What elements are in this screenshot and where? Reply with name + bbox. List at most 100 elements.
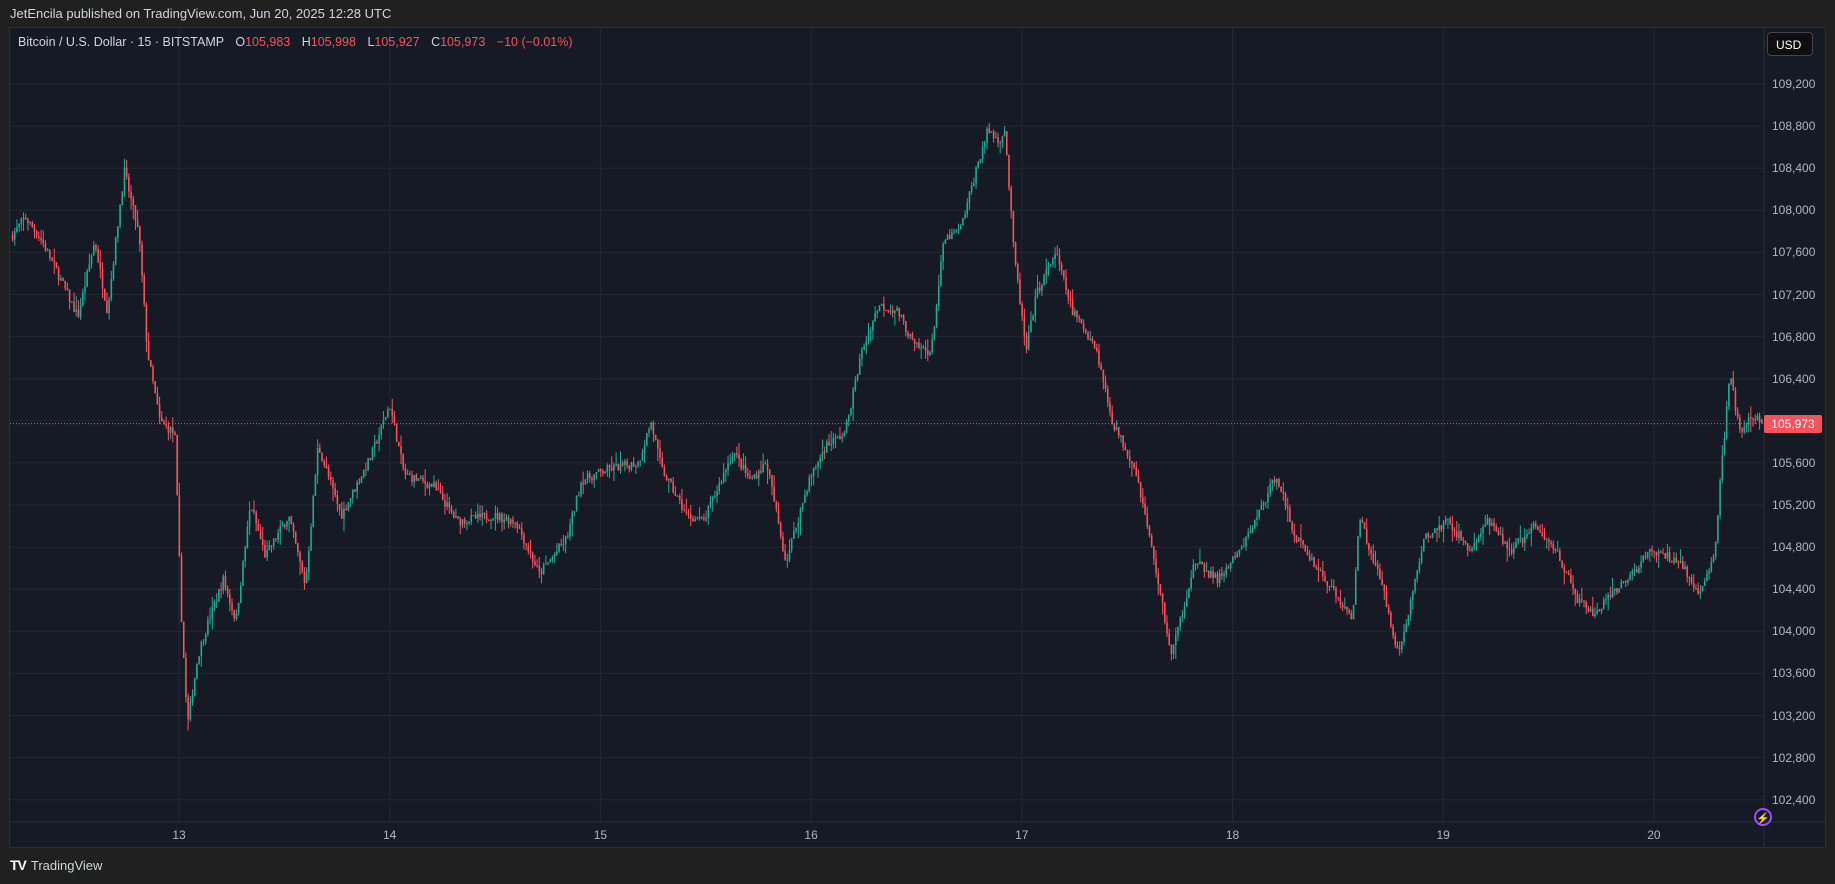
symbol-name[interactable]: Bitcoin / U.S. Dollar · 15 · BITSTAMP xyxy=(18,35,224,49)
candle xyxy=(1695,587,1697,589)
candle xyxy=(16,227,18,232)
candle xyxy=(1574,588,1577,595)
candle xyxy=(187,697,189,720)
candle xyxy=(654,434,657,441)
candle xyxy=(1218,573,1221,584)
time-tick-label: 16 xyxy=(804,828,818,842)
candle xyxy=(235,613,238,619)
candle xyxy=(1475,542,1478,544)
candle xyxy=(463,519,466,524)
candle xyxy=(1348,609,1350,614)
candle xyxy=(1712,556,1715,563)
candle xyxy=(1537,526,1539,531)
candle xyxy=(1172,645,1175,655)
candle xyxy=(1684,566,1686,570)
candle xyxy=(1526,534,1528,537)
candle xyxy=(907,332,909,337)
candle xyxy=(1181,615,1184,618)
candle xyxy=(753,474,756,479)
candle xyxy=(156,393,159,405)
candle xyxy=(720,482,723,484)
candle xyxy=(716,491,718,496)
candle xyxy=(1499,534,1502,536)
candle xyxy=(1095,347,1098,351)
candle xyxy=(1660,551,1662,553)
candle xyxy=(1306,551,1309,556)
candle xyxy=(810,475,813,478)
candle xyxy=(531,553,534,562)
candlestick-chart[interactable] xyxy=(10,28,1827,849)
lightning-icon[interactable]: ⚡ xyxy=(1754,808,1772,826)
candle xyxy=(1221,573,1223,576)
candle xyxy=(836,435,839,437)
candle xyxy=(174,432,176,436)
candle xyxy=(1642,556,1645,562)
candle xyxy=(1343,606,1346,608)
candle xyxy=(738,454,740,460)
candle xyxy=(1671,560,1673,563)
candle xyxy=(490,520,492,522)
candle xyxy=(1157,573,1160,585)
candle xyxy=(847,415,850,422)
candle xyxy=(1234,556,1236,558)
candle xyxy=(1049,264,1052,266)
candle xyxy=(264,545,266,558)
candle xyxy=(189,702,192,720)
chart-panel[interactable]: Bitcoin / U.S. Dollar · 15 · BITSTAMP O1… xyxy=(9,27,1827,849)
candle xyxy=(246,526,249,548)
candle xyxy=(1225,567,1228,574)
candle xyxy=(946,235,949,240)
candle xyxy=(1168,633,1171,645)
candle xyxy=(540,571,543,575)
candle xyxy=(1692,582,1695,588)
candle xyxy=(995,137,997,139)
candle xyxy=(1273,479,1276,483)
candle xyxy=(968,191,971,203)
candle xyxy=(1238,549,1241,554)
candle xyxy=(1390,612,1392,627)
candle xyxy=(703,517,705,520)
candle xyxy=(314,475,317,496)
close-value: 105,973 xyxy=(440,35,486,49)
candle xyxy=(556,551,558,555)
candle xyxy=(1515,541,1517,548)
candle xyxy=(1464,540,1467,544)
candle xyxy=(567,536,569,538)
candle xyxy=(334,488,336,496)
candle xyxy=(305,572,308,584)
currency-button[interactable]: USD xyxy=(1767,32,1813,56)
candle xyxy=(821,452,824,458)
candle xyxy=(1444,518,1447,523)
candle xyxy=(329,476,332,481)
candle xyxy=(1598,610,1601,612)
price-tick-label: 102,800 xyxy=(1772,750,1816,765)
candle xyxy=(1532,523,1535,528)
candle xyxy=(542,564,545,575)
candle xyxy=(1069,298,1072,301)
candle xyxy=(1328,586,1331,588)
candle xyxy=(646,433,648,446)
candle xyxy=(516,522,519,528)
candle xyxy=(99,262,102,269)
candle xyxy=(299,551,301,562)
candle xyxy=(689,514,692,519)
candle xyxy=(253,509,255,513)
candle xyxy=(33,227,36,232)
candle xyxy=(1063,270,1065,278)
candle xyxy=(1003,131,1006,137)
candle xyxy=(448,502,451,508)
candle xyxy=(402,453,405,469)
candle xyxy=(1662,552,1664,554)
candle xyxy=(536,565,538,567)
candle xyxy=(854,380,857,390)
candle xyxy=(663,467,666,477)
candle xyxy=(1412,591,1414,601)
candle xyxy=(718,482,721,492)
candle xyxy=(1521,537,1524,544)
candle xyxy=(694,518,696,522)
candle xyxy=(1512,547,1515,554)
candle xyxy=(801,502,804,509)
candle xyxy=(1717,515,1719,542)
candle xyxy=(422,477,424,481)
price-tick-label: 108,400 xyxy=(1772,161,1816,176)
